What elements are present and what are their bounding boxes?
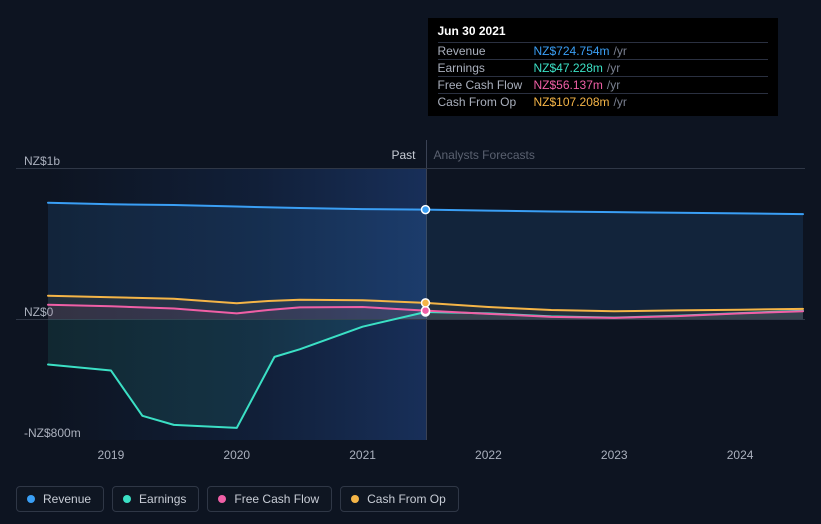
- tooltip-row-unit: /yr: [607, 60, 620, 77]
- financials-chart: { "chart": { "type": "line-area", "backg…: [0, 0, 821, 524]
- legend-swatch: [218, 495, 226, 503]
- tooltip-row-value: NZ$47.228m: [534, 60, 603, 77]
- series-marker-cash_from_op: [422, 299, 430, 307]
- tooltip-row: RevenueNZ$724.754m/yr: [438, 42, 768, 59]
- series-area-earnings: [48, 311, 803, 428]
- x-axis-label: 2022: [475, 448, 502, 462]
- legend-label: Free Cash Flow: [234, 492, 319, 506]
- tooltip-row: Free Cash FlowNZ$56.137m/yr: [438, 76, 768, 93]
- series-marker-free_cash_flow: [422, 307, 430, 315]
- x-axis-label: 2019: [98, 448, 125, 462]
- tooltip-row-unit: /yr: [614, 94, 627, 111]
- tooltip-row-unit: /yr: [614, 43, 627, 60]
- tooltip-row-label: Cash From Op: [438, 94, 534, 111]
- legend-item-revenue[interactable]: Revenue: [16, 486, 104, 512]
- tooltip-row-label: Earnings: [438, 60, 534, 77]
- legend-label: Cash From Op: [367, 492, 446, 506]
- chart-tooltip: Jun 30 2021 RevenueNZ$724.754m/yrEarning…: [428, 18, 778, 116]
- series-marker-revenue: [422, 206, 430, 214]
- legend-swatch: [27, 495, 35, 503]
- legend-swatch: [123, 495, 131, 503]
- tooltip-date: Jun 30 2021: [438, 23, 768, 42]
- x-axis-label: 2020: [223, 448, 250, 462]
- tooltip-row-label: Revenue: [438, 43, 534, 60]
- legend-swatch: [351, 495, 359, 503]
- x-axis-label: 2023: [601, 448, 628, 462]
- legend-label: Revenue: [43, 492, 91, 506]
- tooltip-row-value: NZ$56.137m: [534, 77, 603, 94]
- x-axis-label: 2021: [349, 448, 376, 462]
- tooltip-row: EarningsNZ$47.228m/yr: [438, 59, 768, 76]
- legend-item-earnings[interactable]: Earnings: [112, 486, 199, 512]
- legend-label: Earnings: [139, 492, 186, 506]
- tooltip-row: Cash From OpNZ$107.208m/yr: [438, 93, 768, 110]
- tooltip-row-label: Free Cash Flow: [438, 77, 534, 94]
- legend-item-free-cash-flow[interactable]: Free Cash Flow: [207, 486, 332, 512]
- x-axis-label: 2024: [727, 448, 754, 462]
- legend-item-cash-from-op[interactable]: Cash From Op: [340, 486, 459, 512]
- tooltip-row-unit: /yr: [607, 77, 620, 94]
- chart-legend: Revenue Earnings Free Cash Flow Cash From O…: [16, 486, 459, 512]
- tooltip-row-value: NZ$107.208m: [534, 94, 610, 111]
- tooltip-row-value: NZ$724.754m: [534, 43, 610, 60]
